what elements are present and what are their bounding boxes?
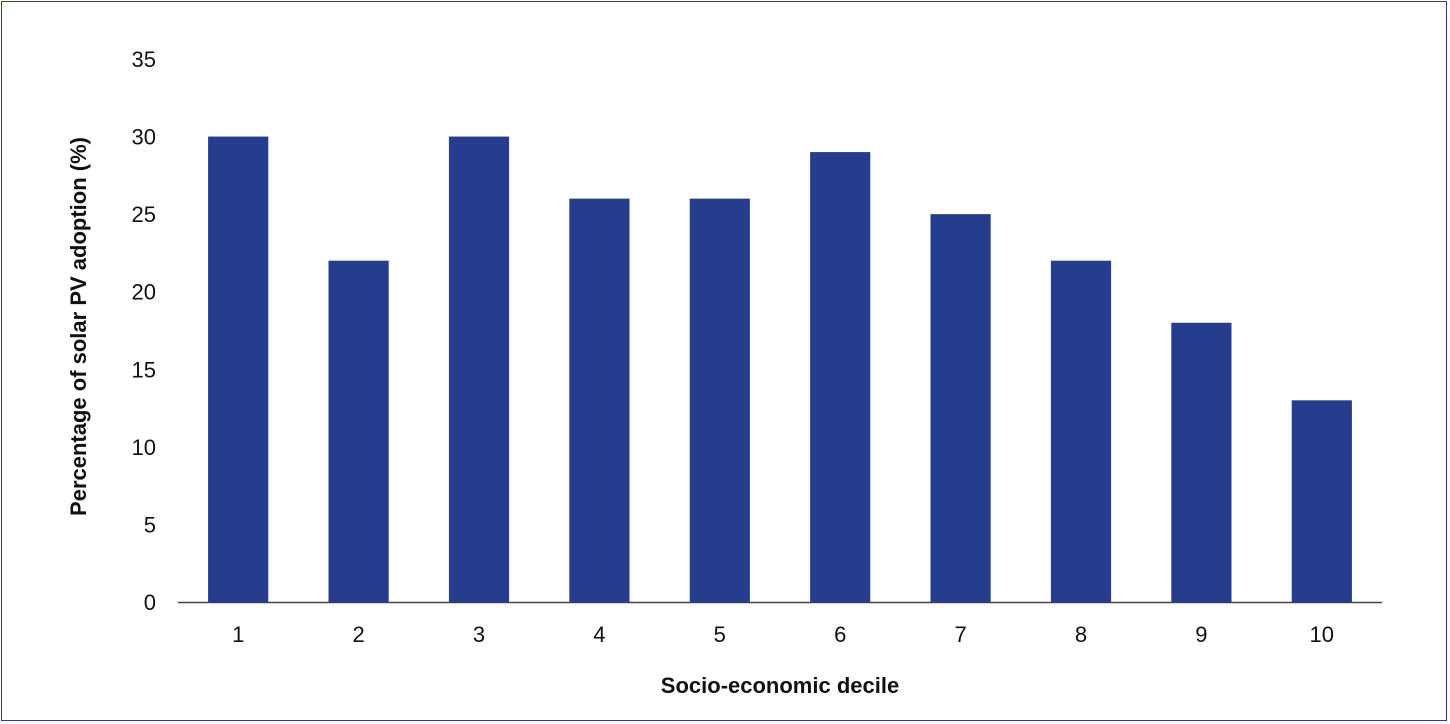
x-tick-label: 3	[473, 622, 485, 647]
x-tick-label: 8	[1075, 622, 1087, 647]
x-axis-ticks: 1 2 3 4 5 6 7 8 9 10	[232, 622, 1334, 647]
x-tick-label: 5	[714, 622, 726, 647]
bar-decile-4	[569, 198, 630, 602]
x-tick-label: 10	[1310, 622, 1334, 647]
bars	[208, 136, 1352, 603]
y-tick-label: 20	[132, 280, 156, 305]
x-tick-label: 4	[593, 622, 605, 647]
x-tick-label: 7	[954, 622, 966, 647]
bar-decile-3	[448, 136, 510, 603]
y-tick-label: 0	[144, 590, 156, 615]
x-tick-label: 2	[352, 622, 364, 647]
x-tick-label: 9	[1195, 622, 1207, 647]
bar-decile-2	[328, 260, 389, 602]
y-tick-label: 35	[132, 47, 156, 72]
bar-decile-9	[1171, 322, 1232, 602]
bar-decile-8	[1050, 260, 1112, 602]
bar-decile-1	[208, 136, 269, 603]
y-tick-label: 25	[132, 202, 156, 227]
y-tick-label: 5	[144, 512, 156, 537]
y-axis-ticks: 0 5 10 15 20 25 30 35	[132, 47, 156, 615]
bar-decile-5	[689, 198, 750, 602]
x-tick-label: 1	[232, 622, 244, 647]
y-tick-label: 30	[132, 125, 156, 150]
bar-decile-6	[810, 152, 871, 603]
y-tick-label: 10	[132, 435, 156, 460]
y-axis-title: Percentage of solar PV adoption (%)	[66, 137, 91, 516]
bar-decile-10	[1291, 400, 1352, 602]
x-axis-title: Socio-economic decile	[661, 673, 899, 698]
bar-decile-7	[930, 214, 991, 602]
y-tick-label: 15	[132, 357, 156, 382]
x-tick-label: 6	[834, 622, 846, 647]
